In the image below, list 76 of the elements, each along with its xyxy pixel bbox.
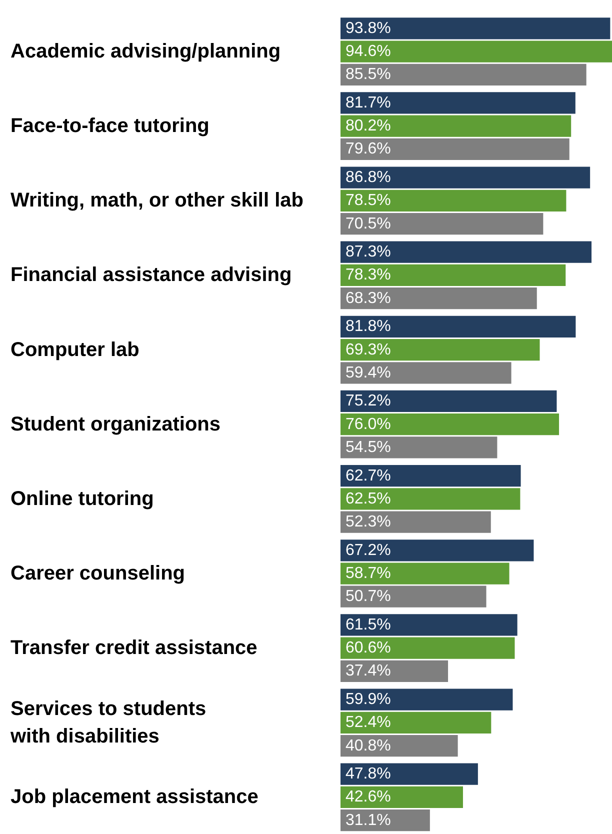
bar bbox=[340, 338, 540, 361]
bar bbox=[340, 465, 521, 487]
data-label: 62.5% bbox=[346, 490, 391, 508]
data-label: 52.3% bbox=[346, 514, 391, 531]
bar bbox=[340, 712, 492, 734]
bar bbox=[340, 688, 513, 710]
bar bbox=[340, 115, 572, 137]
data-label: 69.3% bbox=[346, 341, 391, 358]
data-label: 81.7% bbox=[346, 94, 391, 112]
bar bbox=[340, 362, 512, 384]
data-label: 78.3% bbox=[346, 266, 391, 284]
data-label: 85.5% bbox=[346, 66, 391, 84]
y-tick-label: Financial assistance advising bbox=[10, 264, 292, 286]
y-tick-label: Services to students with disabilities bbox=[10, 698, 206, 748]
data-label: 42.6% bbox=[346, 788, 391, 806]
data-label: 60.6% bbox=[346, 640, 391, 657]
data-label: 47.8% bbox=[346, 766, 391, 783]
data-label: 31.1% bbox=[346, 812, 391, 829]
data-label: 81.8% bbox=[346, 318, 391, 336]
y-tick-label: Transfer credit assistance bbox=[10, 637, 258, 660]
data-label: 59.4% bbox=[346, 364, 391, 382]
data-label: 79.6% bbox=[346, 140, 391, 158]
bar bbox=[340, 92, 576, 114]
bar bbox=[340, 660, 448, 682]
y-tick-label: Academic advising/planning bbox=[10, 40, 281, 63]
bar bbox=[340, 40, 612, 62]
bar bbox=[340, 190, 566, 212]
bar bbox=[340, 436, 498, 458]
data-label: 40.8% bbox=[346, 737, 391, 754]
bar bbox=[340, 18, 610, 40]
y-tick-label: Student organizations bbox=[10, 413, 220, 436]
data-label: 61.5% bbox=[346, 616, 391, 634]
y-tick-label: Online tutoring bbox=[10, 488, 154, 510]
bar bbox=[340, 614, 518, 636]
bar bbox=[340, 586, 486, 608]
bar bbox=[340, 734, 458, 757]
bar bbox=[340, 166, 590, 188]
bar bbox=[340, 763, 478, 785]
data-label: 86.8% bbox=[346, 169, 391, 186]
data-label: 93.8% bbox=[346, 20, 391, 37]
data-label: 50.7% bbox=[346, 588, 391, 606]
y-tick-label: Career counseling bbox=[10, 562, 186, 585]
bar bbox=[340, 786, 463, 808]
data-label: 78.5% bbox=[346, 192, 391, 210]
bar bbox=[340, 64, 586, 86]
data-label: 75.2% bbox=[346, 392, 391, 410]
data-label: 62.7% bbox=[346, 467, 391, 484]
data-label: 70.5% bbox=[346, 215, 391, 232]
data-label: 37.4% bbox=[346, 662, 391, 680]
data-label: 54.5% bbox=[346, 438, 391, 456]
data-label: 59.9% bbox=[346, 691, 391, 708]
bar bbox=[340, 288, 537, 310]
bar bbox=[340, 488, 520, 510]
data-label: 68.3% bbox=[346, 290, 391, 307]
data-label: 94.6% bbox=[346, 43, 391, 60]
data-label: 87.3% bbox=[346, 244, 391, 261]
bar bbox=[340, 414, 560, 436]
bar bbox=[340, 637, 515, 659]
bar bbox=[340, 390, 557, 412]
bar bbox=[340, 264, 566, 286]
data-label: 58.7% bbox=[346, 565, 391, 582]
bar bbox=[340, 540, 534, 562]
bar bbox=[340, 316, 576, 338]
data-label: 80.2% bbox=[346, 118, 391, 135]
data-label: 52.4% bbox=[346, 714, 391, 732]
data-label: 67.2% bbox=[346, 542, 391, 559]
y-tick-label: Job placement assistance bbox=[10, 786, 258, 808]
data-label: 76.0% bbox=[346, 416, 391, 433]
bar bbox=[340, 212, 544, 235]
y-tick-label: Writing, math, or other skill lab bbox=[10, 190, 304, 212]
bar bbox=[340, 138, 570, 160]
y-tick-label: Face-to-face tutoring bbox=[10, 115, 210, 138]
bar bbox=[340, 562, 510, 584]
bar bbox=[340, 511, 491, 533]
bar bbox=[340, 241, 592, 263]
y-tick-label: Computer lab bbox=[10, 338, 140, 361]
